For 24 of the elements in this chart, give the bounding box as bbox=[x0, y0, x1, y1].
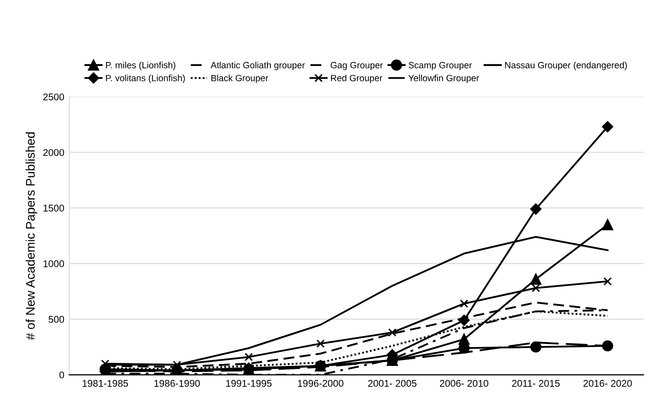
x-tick-label: 1981-1985 bbox=[82, 380, 128, 387]
y-tick-label: 1000 bbox=[44, 260, 64, 268]
legend-label: Atlantic Goliath grouper bbox=[210, 62, 305, 70]
legend-label: Yellowfin Grouper bbox=[408, 74, 480, 84]
y-axis-title: # of New Academic Papers Published bbox=[26, 132, 38, 340]
y-tick-label: 1500 bbox=[44, 204, 64, 212]
x-tick-label: 2011- 2015 bbox=[512, 380, 560, 387]
x-tick-label: 1986-1990 bbox=[154, 380, 200, 387]
legend-label: Red Grouper bbox=[331, 74, 382, 84]
x-tick-label: 2001- 2005 bbox=[368, 380, 416, 387]
legend-label: Black Grouper bbox=[211, 74, 268, 84]
y-tick-label: 500 bbox=[48, 316, 64, 323]
legend-label: P. volitans (Lionfish) bbox=[106, 74, 185, 84]
x-tick-label: 2016- 2020 bbox=[584, 380, 632, 387]
y-tick-label: 0 bbox=[59, 372, 64, 378]
y-tick-label: 2000 bbox=[43, 149, 64, 156]
legend-label: Gag Grouper bbox=[330, 62, 383, 70]
x-tick-label: 1991-1995 bbox=[226, 380, 272, 387]
legend-label: Scamp Grouper bbox=[408, 62, 472, 70]
legend-label: P. miles (Lionfish) bbox=[106, 62, 176, 70]
legend-label: Nassau Grouper (endangered) bbox=[505, 62, 627, 70]
y-tick-label: 2500 bbox=[43, 93, 64, 100]
x-tick-label: 1996-2000 bbox=[298, 380, 344, 387]
x-tick-label: 2006- 2010 bbox=[440, 380, 488, 387]
